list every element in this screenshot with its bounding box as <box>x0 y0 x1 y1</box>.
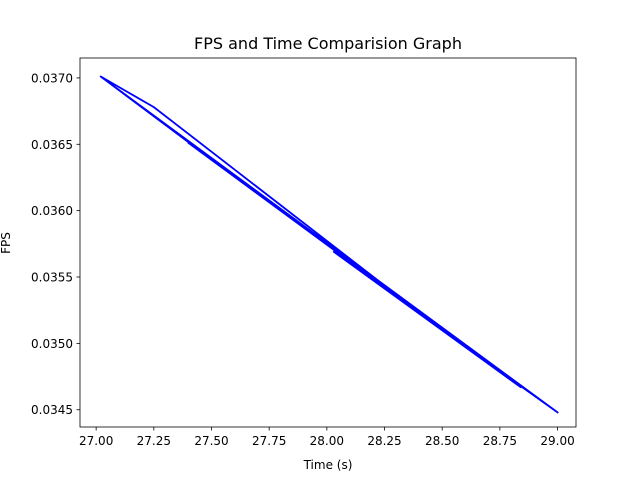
y-tick-label: 0.0345 <box>31 403 73 417</box>
series-layer <box>99 75 559 414</box>
y-axis: 0.0345 0.0350 0.0355 0.0360 0.0365 0.0370 <box>31 71 80 417</box>
x-tick-label: 29.00 <box>540 434 574 448</box>
x-tick-label: 27.50 <box>194 434 228 448</box>
x-tick-label: 28.00 <box>310 434 344 448</box>
chart-title: FPS and Time Comparision Graph <box>194 34 462 53</box>
y-tick-label: 0.0355 <box>31 271 73 285</box>
x-tick-label: 27.75 <box>252 434 286 448</box>
x-axis-label: Time (s) <box>303 458 353 472</box>
y-tick-label: 0.0350 <box>31 337 73 351</box>
x-axis: 27.00 27.25 27.50 27.75 28.00 28.25 28.50 28.75… <box>79 427 575 448</box>
y-tick-label: 0.0365 <box>31 138 73 152</box>
y-axis-label: FPS <box>0 232 13 254</box>
plot-frame <box>79 57 577 428</box>
x-tick-label: 27.00 <box>79 434 113 448</box>
x-tick-label: 28.75 <box>483 434 517 448</box>
x-tick-label: 28.50 <box>425 434 459 448</box>
y-tick-label: 0.0360 <box>31 204 73 218</box>
x-tick-label: 27.25 <box>137 434 171 448</box>
x-tick-label: 28.25 <box>367 434 401 448</box>
y-tick-label: 0.0370 <box>31 71 73 85</box>
series-line-0 <box>99 75 559 414</box>
